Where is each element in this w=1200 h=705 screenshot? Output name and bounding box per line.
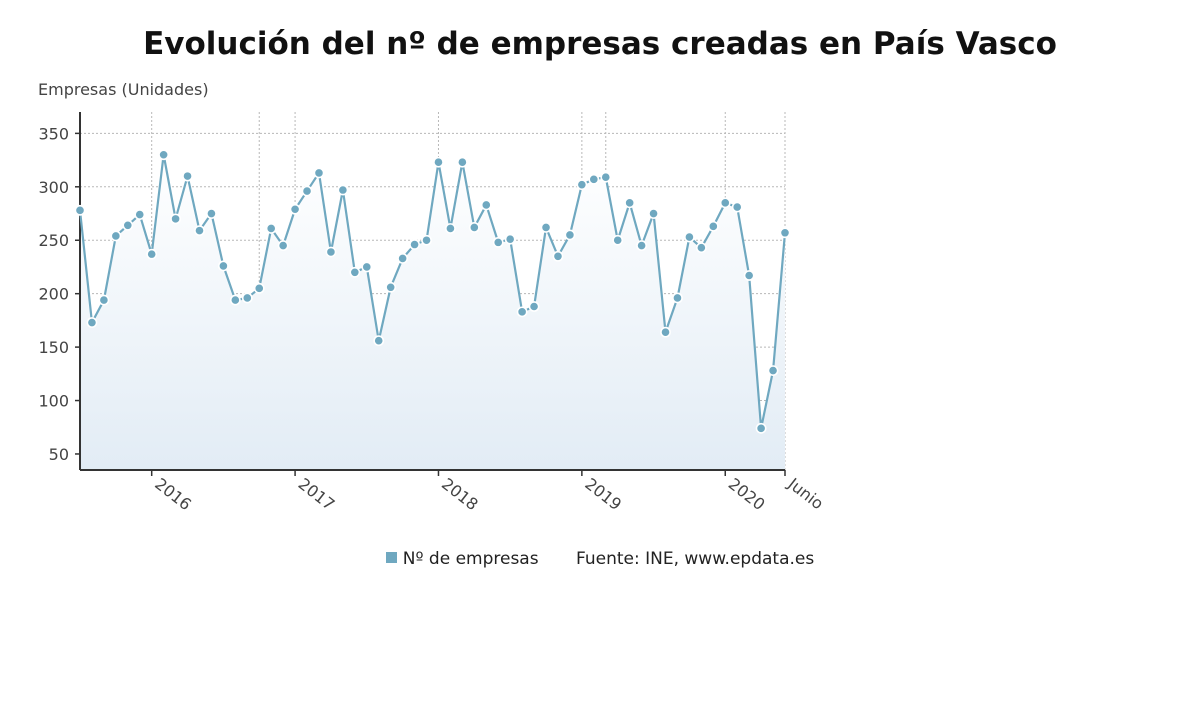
data-point[interactable]	[74, 204, 86, 216]
x-tick-label: 2017	[295, 474, 339, 514]
data-point[interactable]	[636, 240, 648, 251]
data-point[interactable]	[277, 240, 289, 251]
data-point[interactable]	[373, 335, 385, 347]
legend-label: Nº de empresas	[402, 549, 539, 569]
data-point[interactable]	[552, 250, 564, 262]
data-point[interactable]	[397, 253, 409, 264]
data-point[interactable]	[194, 225, 205, 237]
data-point[interactable]	[325, 246, 337, 258]
x-tick-label: 2016	[151, 474, 195, 514]
y-tick-label: 50	[49, 445, 69, 464]
x-tick-label: 2020	[725, 474, 769, 514]
data-point[interactable]	[540, 222, 552, 233]
data-point[interactable]	[158, 149, 170, 161]
y-tick-label: 100	[38, 392, 69, 411]
data-point[interactable]	[492, 236, 504, 248]
series-area	[80, 154, 785, 470]
data-point[interactable]	[719, 197, 731, 209]
data-point[interactable]	[182, 170, 193, 182]
data-point[interactable]	[385, 281, 397, 293]
data-point[interactable]	[122, 219, 134, 231]
data-point[interactable]	[648, 208, 659, 219]
data-point[interactable]	[660, 326, 671, 338]
x-tick-label: Junio	[784, 474, 827, 514]
data-point[interactable]	[456, 156, 468, 168]
data-point[interactable]	[600, 171, 612, 183]
data-point[interactable]	[707, 220, 719, 232]
data-point[interactable]	[337, 184, 349, 196]
data-point[interactable]	[779, 227, 791, 239]
y-tick-label: 350	[38, 124, 69, 143]
data-point[interactable]	[313, 167, 325, 179]
data-point[interactable]	[576, 179, 588, 191]
data-point[interactable]	[672, 292, 683, 304]
legend-swatch-icon	[385, 552, 397, 563]
data-point[interactable]	[445, 223, 456, 234]
data-point[interactable]	[731, 201, 743, 213]
data-point[interactable]	[433, 156, 444, 168]
data-point[interactable]	[421, 234, 432, 246]
source-note: Fuente: INE, www.epdata.es	[576, 549, 815, 569]
data-point[interactable]	[253, 282, 265, 294]
data-point[interactable]	[206, 208, 217, 219]
y-tick-label: 250	[38, 231, 69, 250]
y-tick-labels: 50 100 150 200 250 300 350	[38, 124, 69, 464]
data-point[interactable]	[528, 301, 540, 312]
data-point[interactable]	[516, 306, 528, 318]
data-point[interactable]	[624, 197, 636, 209]
y-tick-label: 150	[38, 338, 69, 357]
data-point[interactable]	[217, 260, 229, 272]
data-point[interactable]	[86, 317, 98, 328]
data-point[interactable]	[301, 185, 313, 197]
data-point[interactable]	[480, 199, 492, 211]
y-axis-label: Empresas (Unidades)	[38, 80, 209, 99]
x-tick-label: 2019	[581, 474, 625, 514]
data-point[interactable]	[349, 266, 361, 278]
data-point[interactable]	[588, 173, 600, 185]
data-point[interactable]	[361, 261, 373, 273]
data-point[interactable]	[110, 230, 122, 242]
data-point[interactable]	[468, 222, 480, 233]
data-point[interactable]	[265, 223, 277, 234]
data-point[interactable]	[695, 242, 707, 254]
legend: Nº de empresas Fuente: INE, www.epdata.e…	[0, 549, 1200, 569]
data-point[interactable]	[409, 239, 420, 250]
chart-title: Evolución del nº de empresas creadas en …	[143, 26, 1057, 62]
series-line	[78, 154, 787, 429]
axes	[75, 112, 786, 476]
series-points	[74, 149, 791, 434]
data-point[interactable]	[564, 229, 576, 241]
data-point[interactable]	[98, 294, 110, 306]
data-point[interactable]	[146, 248, 158, 260]
data-point[interactable]	[755, 422, 767, 434]
data-point[interactable]	[229, 294, 241, 306]
data-point[interactable]	[241, 292, 253, 304]
data-point[interactable]	[612, 234, 624, 246]
y-tick-label: 200	[38, 285, 69, 304]
data-point[interactable]	[134, 209, 146, 220]
x-tick-labels: 2016 2017 2018 2019 2020 Junio	[151, 474, 827, 515]
y-tick-label: 300	[38, 178, 69, 197]
data-point[interactable]	[289, 203, 301, 215]
data-point[interactable]	[170, 213, 181, 225]
data-point[interactable]	[504, 233, 516, 245]
x-tick-label: 2018	[438, 474, 482, 514]
data-point[interactable]	[743, 270, 755, 281]
data-point[interactable]	[767, 365, 779, 377]
legend-item[interactable]: Nº de empresas	[385, 549, 539, 569]
data-point[interactable]	[684, 231, 695, 243]
